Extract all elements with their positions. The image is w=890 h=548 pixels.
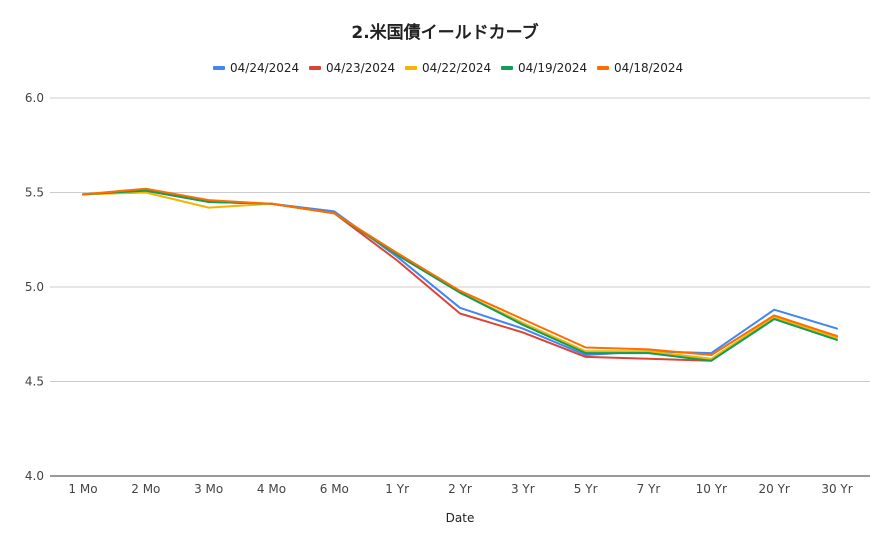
gridlines (50, 97, 870, 477)
legend-item[interactable]: 04/18/2024 (597, 61, 683, 75)
x-tick-label: 1 Yr (385, 482, 409, 496)
series-line-1 (82, 189, 838, 356)
legend-item[interactable]: 04/22/2024 (405, 61, 491, 75)
x-axis-label: Date (446, 511, 475, 525)
y-tick-label: 4.5 (25, 375, 44, 389)
legend-swatch (501, 66, 513, 70)
series-line-2 (82, 189, 838, 362)
legend-swatch (597, 66, 609, 70)
legend-swatch (309, 66, 321, 70)
legend-item[interactable]: 04/19/2024 (501, 61, 587, 75)
series-line-3 (82, 191, 838, 360)
x-tick-label: 1 Mo (68, 482, 97, 496)
y-axis-ticks: 4.0 4.5 5.0 5.5 6.0 (25, 91, 44, 483)
legend-label: 04/24/2024 (230, 61, 299, 75)
x-tick-label: 3 Yr (511, 482, 535, 496)
y-tick-label: 4.0 (25, 469, 44, 483)
legend: 04/24/2024 04/23/2024 04/22/2024 04/19/2024… (213, 61, 683, 75)
chart-title: 2.米国債イールドカーブ (351, 22, 538, 43)
x-tick-label: 10 Yr (696, 482, 727, 496)
legend-label: 04/19/2024 (518, 61, 587, 75)
legend-label: 04/23/2024 (326, 61, 395, 75)
y-tick-label: 6.0 (25, 91, 44, 105)
legend-swatch (405, 66, 417, 70)
y-tick-label: 5.5 (25, 186, 44, 200)
x-tick-label: 4 Mo (257, 482, 286, 496)
series-lines (82, 187, 838, 362)
x-tick-label: 2 Yr (448, 482, 472, 496)
x-tick-label: 3 Mo (194, 482, 223, 496)
legend-label: 04/18/2024 (614, 61, 683, 75)
x-tick-label: 20 Yr (758, 482, 789, 496)
x-tick-label: 5 Yr (574, 482, 598, 496)
x-tick-label: 7 Yr (637, 482, 661, 496)
x-tick-label: 2 Mo (131, 482, 160, 496)
legend-item[interactable]: 04/24/2024 (213, 61, 299, 75)
x-tick-label: 6 Mo (320, 482, 349, 496)
series-line-5 (82, 187, 838, 356)
y-tick-label: 5.0 (25, 280, 44, 294)
x-tick-label: 30 Yr (821, 482, 852, 496)
x-axis-ticks: 1 Mo 2 Mo 3 Mo 4 Mo 6 Mo 1 Yr 2 Yr 3 Yr 5 Yr 7 Yr… (68, 482, 852, 496)
legend-item[interactable]: 04/23/2024 (309, 61, 395, 75)
legend-label: 04/22/2024 (422, 61, 491, 75)
series-line-4 (82, 189, 838, 362)
legend-swatch (213, 66, 225, 70)
